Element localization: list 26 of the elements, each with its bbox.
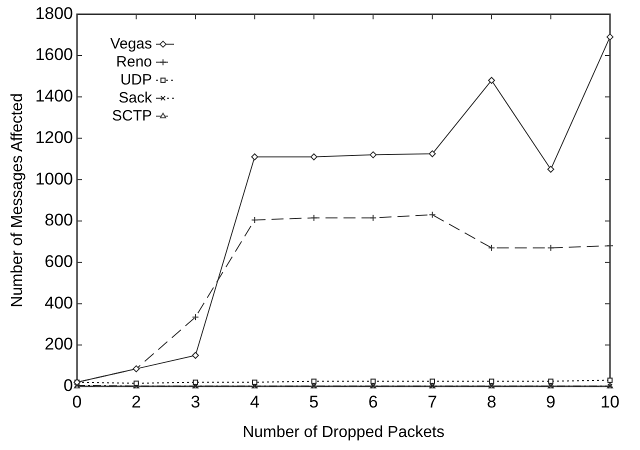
x-tick-label: 9 [546, 392, 556, 412]
x-tick-label: 3 [190, 392, 200, 412]
y-tick-label: 600 [44, 252, 74, 272]
legend-label: SCTP [112, 107, 152, 124]
legend-label: Reno [116, 53, 152, 70]
legend-label: Vegas [110, 35, 152, 52]
y-tick-label: 1200 [35, 128, 74, 147]
y-tick-label: 1600 [35, 45, 74, 64]
y-tick-label: 400 [44, 293, 74, 312]
y-tick-label: 1800 [35, 4, 74, 23]
y-tick-label: 800 [44, 210, 74, 230]
y-axis-title: Number of Messages Affected [9, 93, 26, 308]
x-tick-label: 2 [132, 392, 141, 412]
x-tick-label: 7 [428, 392, 438, 412]
y-tick-label: 1000 [35, 169, 74, 188]
y-tick-label: 0 [64, 376, 74, 396]
x-axis-title: Number of Dropped Packets [242, 424, 444, 441]
y-tick-label: 1400 [35, 86, 74, 106]
x-tick-label: 4 [250, 392, 260, 412]
x-tick-label: 5 [309, 392, 319, 412]
x-tick-label: 10 [600, 392, 620, 412]
x-tick-label: 6 [368, 392, 378, 412]
y-tick-label: 200 [44, 334, 74, 354]
legend-label: Sack [118, 89, 153, 106]
x-tick-label: 8 [486, 392, 496, 412]
legend-label: UDP [120, 71, 152, 88]
